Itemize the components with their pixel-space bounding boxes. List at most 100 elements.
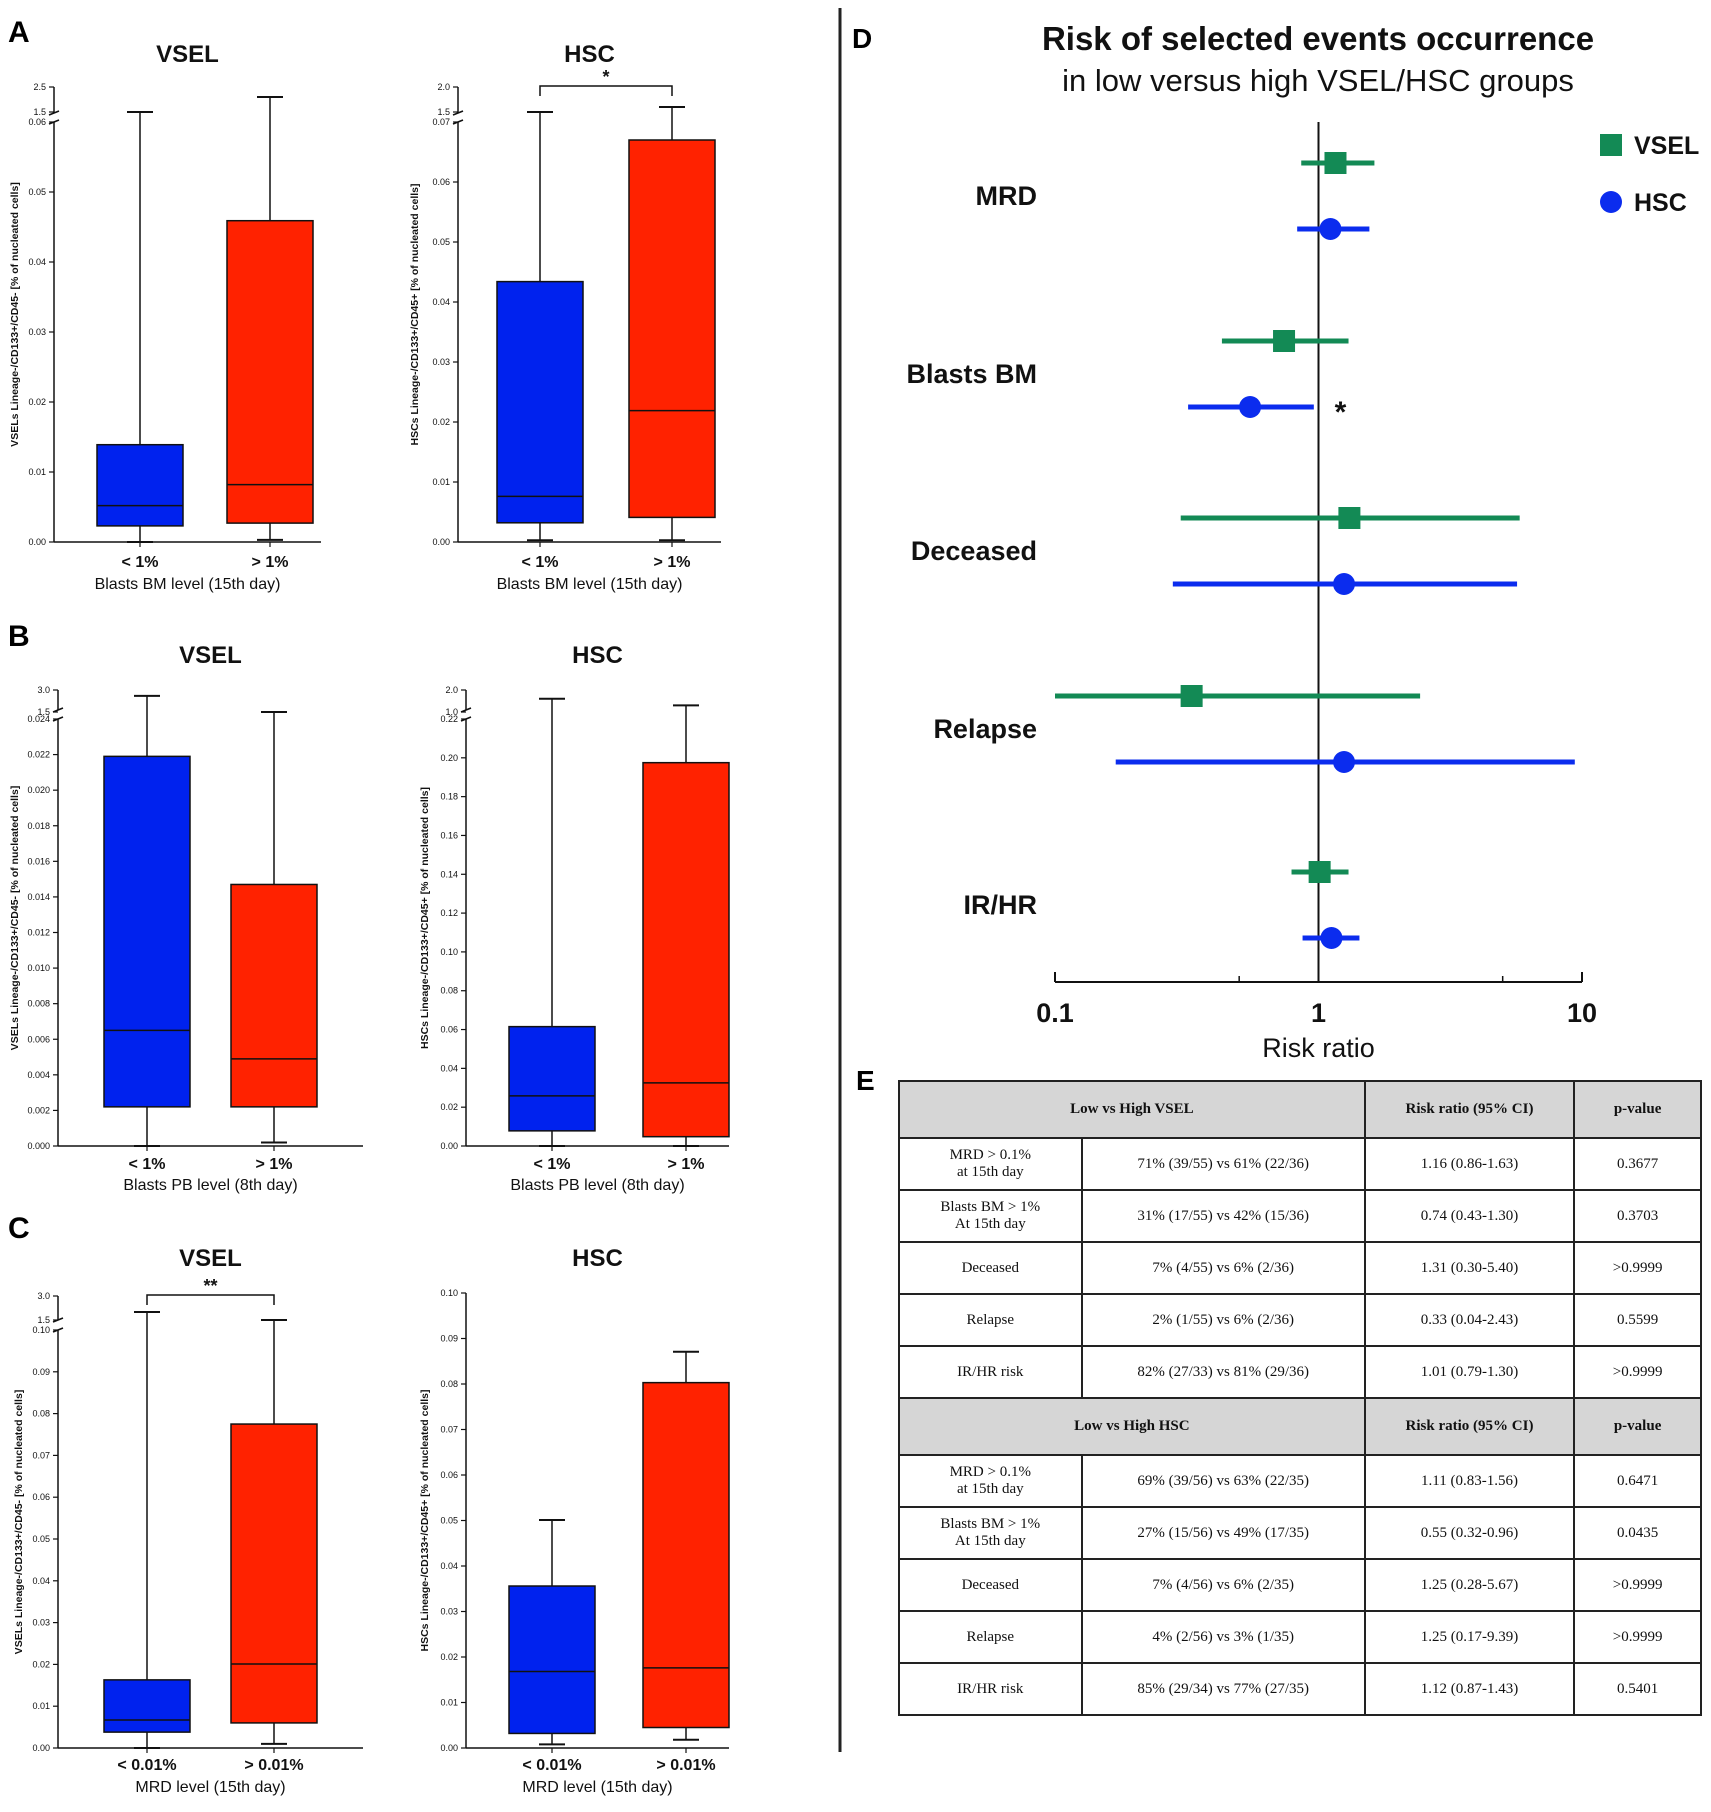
y-tick-label-upper: 2.0 bbox=[445, 685, 458, 695]
table-row: Deceased 7% (4/56) vs 6% (2/35) 1.25 (0.28… bbox=[898, 1558, 1702, 1612]
table-header-cell: p-value bbox=[1573, 1397, 1702, 1456]
y-tick-label: 0.00 bbox=[440, 1743, 458, 1753]
table-cell-p-value: 0.0435 bbox=[1573, 1506, 1702, 1560]
table-row: IR/HR risk 82% (27/33) vs 81% (29/36) 1.01… bbox=[898, 1345, 1702, 1399]
y-tick-label: 0.012 bbox=[27, 928, 50, 938]
x-tick-label: < 1% bbox=[129, 1156, 166, 1173]
axis-break-mark bbox=[460, 707, 472, 713]
y-tick-label: 0.00 bbox=[440, 1141, 458, 1151]
boxplot-b-vsel: 0.000 0.002 0.004 0.006 0.008 0.010 0.012 0.014… bbox=[9, 642, 363, 1194]
table-row: Blasts BM > 1% At 15th day 27% (15/56) vs … bbox=[898, 1506, 1702, 1560]
legend-label-hsc: HSC bbox=[1634, 189, 1687, 217]
box-high bbox=[230, 1423, 318, 1724]
x-axis-label: MRD level (15th day) bbox=[522, 1779, 672, 1796]
table-row: Blasts BM > 1% At 15th day 31% (17/55) vs … bbox=[898, 1189, 1702, 1243]
table-row: MRD > 0.1% at 15th day 69% (39/56) vs 63% … bbox=[898, 1454, 1702, 1508]
legend-label-vsel: VSEL bbox=[1634, 132, 1699, 160]
table-cell-frequency: 31% (17/55) vs 42% (15/36) bbox=[1080, 1189, 1366, 1243]
table-cell-frequency: 85% (29/34) vs 77% (27/35) bbox=[1080, 1662, 1366, 1716]
x-tick-label: < 1% bbox=[522, 554, 559, 571]
box-high bbox=[642, 761, 730, 1138]
x-tick-label: > 0.01% bbox=[656, 1757, 715, 1774]
y-tick-label-upper: 1.5 bbox=[37, 707, 50, 717]
forest-x-tick-label: 0.1 bbox=[1036, 998, 1074, 1028]
table-cell-frequency: 7% (4/56) vs 6% (2/35) bbox=[1080, 1558, 1366, 1612]
table-row: Relapse 2% (1/55) vs 6% (2/36) 0.33 (0.04-… bbox=[898, 1293, 1702, 1347]
y-tick-label: 0.04 bbox=[432, 297, 450, 307]
y-tick-label: 0.05 bbox=[440, 1516, 458, 1526]
table-header-row: Low vs High HSC Risk ratio (95% CI) p-valu… bbox=[898, 1397, 1702, 1456]
box-high bbox=[226, 219, 314, 524]
y-tick-label: 0.018 bbox=[27, 821, 50, 831]
table-cell-event: Blasts BM > 1% At 15th day bbox=[898, 1506, 1083, 1560]
table-cell-p-value: 0.5401 bbox=[1573, 1662, 1702, 1716]
forest-subtitle: in low versus high VSEL/HSC groups bbox=[1062, 63, 1574, 98]
y-tick-label: 0.03 bbox=[432, 357, 450, 367]
x-tick-label: < 0.01% bbox=[522, 1757, 581, 1774]
boxplot-c-hsc: 0.00 0.01 0.02 0.03 0.04 0.05 0.06 0.07 0.08 0.09… bbox=[419, 1245, 730, 1796]
x-axis-label: Blasts BM level (15th day) bbox=[497, 576, 683, 593]
y-tick-label-upper: 1.5 bbox=[33, 107, 46, 117]
axis-break-mark bbox=[48, 110, 60, 116]
table-cell-p-value: >0.9999 bbox=[1573, 1610, 1702, 1664]
event-label: IR/HR risk bbox=[957, 1680, 1024, 1697]
box-low bbox=[103, 755, 191, 1108]
forest-x-tick-label: 1 bbox=[1311, 998, 1326, 1028]
table-header-cell: Low vs High VSEL bbox=[898, 1080, 1366, 1139]
x-tick-label: > 0.01% bbox=[244, 1757, 303, 1774]
y-tick-label-upper: 1.5 bbox=[37, 1315, 50, 1325]
chart-title: VSEL bbox=[179, 642, 242, 669]
forest-category-label: Relapse bbox=[933, 714, 1037, 744]
y-tick-label: 0.00 bbox=[432, 537, 450, 547]
y-tick-label: 0.08 bbox=[32, 1409, 50, 1419]
x-tick-label: > 1% bbox=[256, 1156, 293, 1173]
panel-label-d: D bbox=[852, 23, 872, 54]
table-header-cell: Risk ratio (95% CI) bbox=[1363, 1397, 1576, 1456]
y-tick-label: 0.03 bbox=[32, 1618, 50, 1628]
y-tick-label: 0.01 bbox=[28, 467, 46, 477]
panel-label-e: E bbox=[856, 1065, 875, 1096]
table-cell-p-value: >0.9999 bbox=[1573, 1241, 1702, 1295]
y-tick-label: 0.07 bbox=[32, 1450, 50, 1460]
y-tick-label: 0.06 bbox=[440, 1470, 458, 1480]
point-vsel bbox=[1273, 330, 1296, 352]
table-row: IR/HR risk 85% (29/34) vs 77% (27/35) 1.12… bbox=[898, 1662, 1702, 1716]
x-axis-label: Blasts PB level (8th day) bbox=[123, 1177, 297, 1194]
y-tick-label: 0.03 bbox=[440, 1607, 458, 1617]
forest-x-tick-label: 10 bbox=[1567, 998, 1597, 1028]
table-cell-frequency: 82% (27/33) vs 81% (29/36) bbox=[1080, 1345, 1366, 1399]
x-tick-label: < 1% bbox=[122, 554, 159, 571]
y-axis-label: HSCs Lineage-/CD133+/CD45+ [% of nucleat… bbox=[419, 787, 431, 1049]
table-cell-risk-ratio: 0.55 (0.32-0.96) bbox=[1363, 1506, 1576, 1560]
x-axis-label: MRD level (15th day) bbox=[135, 1779, 285, 1796]
x-tick-label: > 1% bbox=[252, 554, 289, 571]
event-label: Blasts BM > 1% bbox=[940, 1516, 1041, 1532]
y-axis-label: VSELs Lineage-/CD133+/CD45- [% of nuclea… bbox=[9, 182, 21, 447]
table-cell-risk-ratio: 0.74 (0.43-1.30) bbox=[1363, 1189, 1576, 1243]
event-sublabel: at 15th day bbox=[956, 1164, 1024, 1180]
table-row: Deceased 7% (4/55) vs 6% (2/36) 1.31 (0.30… bbox=[898, 1241, 1702, 1295]
event-label: Deceased bbox=[961, 1259, 1020, 1276]
significance-star: * bbox=[1335, 396, 1347, 429]
significance-bracket bbox=[146, 1294, 275, 1305]
y-tick-label: 0.004 bbox=[27, 1070, 50, 1080]
y-tick-label: 0.01 bbox=[432, 477, 450, 487]
y-tick-label: 0.08 bbox=[440, 1379, 458, 1389]
y-tick-label: 0.06 bbox=[28, 117, 46, 127]
x-tick-label: > 1% bbox=[668, 1156, 705, 1173]
box-high bbox=[642, 1381, 730, 1729]
table-cell-frequency: 2% (1/55) vs 6% (2/36) bbox=[1080, 1293, 1366, 1347]
event-label: MRD > 0.1% bbox=[949, 1147, 1031, 1163]
x-axis-label: Blasts PB level (8th day) bbox=[510, 1177, 684, 1194]
point-hsc bbox=[1320, 927, 1343, 949]
table-cell-frequency: 7% (4/55) vs 6% (2/36) bbox=[1080, 1241, 1366, 1295]
panel-label-c: C bbox=[8, 1212, 30, 1245]
table-cell-p-value: >0.9999 bbox=[1573, 1558, 1702, 1612]
event-label: Relapse bbox=[966, 1628, 1015, 1645]
y-tick-label: 0.010 bbox=[27, 963, 50, 973]
y-tick-label: 0.02 bbox=[28, 397, 46, 407]
forest-category-label: MRD bbox=[976, 181, 1038, 211]
table-cell-event: Blasts BM > 1% At 15th day bbox=[898, 1189, 1083, 1243]
y-tick-label: 0.12 bbox=[440, 908, 458, 918]
